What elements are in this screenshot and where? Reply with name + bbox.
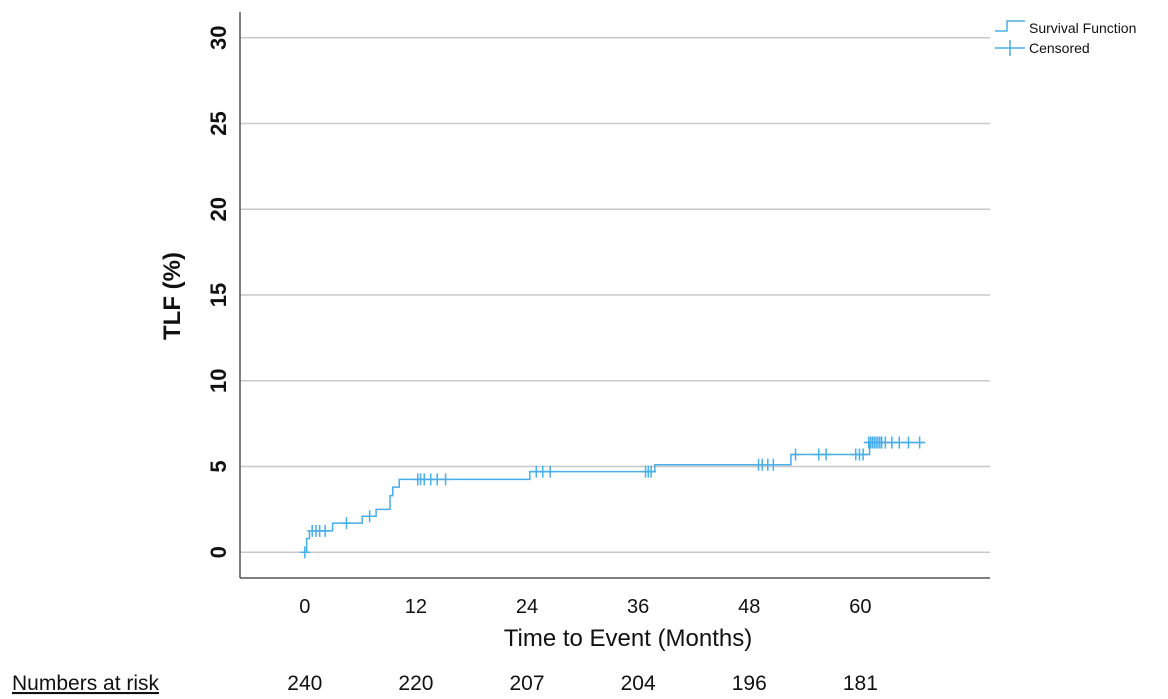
censored-mark-5 bbox=[341, 517, 352, 530]
y-axis-label: TLF (%) bbox=[159, 252, 186, 340]
censored-mark-40 bbox=[903, 436, 914, 449]
censored-mark-0 bbox=[299, 546, 310, 559]
x-tick-label-0: 0 bbox=[299, 596, 310, 618]
x-tick-label-48: 48 bbox=[738, 596, 760, 618]
x-tick-label-36: 36 bbox=[627, 596, 649, 618]
legend-label-censored: Censored bbox=[1029, 40, 1090, 56]
legend-label-survival: Survival Function bbox=[1029, 20, 1136, 36]
risk-value-36: 204 bbox=[621, 672, 656, 695]
risk-value-48: 196 bbox=[732, 672, 767, 695]
censored-mark-18 bbox=[646, 465, 657, 478]
censored-mark-11 bbox=[432, 473, 443, 486]
risk-value-0: 240 bbox=[287, 672, 322, 695]
numbers-at-risk-row: 240 220 207 204 196 181 bbox=[287, 672, 878, 695]
censored-mark-39 bbox=[894, 436, 905, 449]
survival-function-line bbox=[304, 441, 926, 554]
censored-mark-41 bbox=[914, 436, 925, 449]
y-tick-label-15: 15 bbox=[206, 283, 231, 307]
x-tick-label-24: 24 bbox=[516, 596, 538, 618]
y-tick-label-25: 25 bbox=[206, 111, 231, 135]
axes bbox=[239, 12, 990, 579]
censored-mark-23 bbox=[790, 448, 801, 461]
risk-value-12: 220 bbox=[398, 672, 433, 695]
censored-mark-22 bbox=[768, 458, 779, 471]
y-tick-label-10: 10 bbox=[206, 369, 231, 393]
censored-mark-28 bbox=[858, 448, 869, 461]
y-tick-label-30: 30 bbox=[206, 25, 231, 49]
x-tick-labels: 0 12 24 36 48 60 bbox=[299, 596, 871, 618]
risk-value-60: 181 bbox=[843, 672, 878, 695]
censored-mark-6 bbox=[364, 510, 375, 523]
grid-lines bbox=[240, 36, 990, 554]
censored-mark-12 bbox=[440, 473, 451, 486]
censored-marks bbox=[299, 436, 925, 559]
y-tick-label-5: 5 bbox=[206, 460, 231, 472]
censored-mark-15 bbox=[545, 465, 556, 478]
x-axis-label: Time to Event (Months) bbox=[504, 625, 753, 652]
censored-mark-25 bbox=[821, 448, 832, 461]
legend-line-icon bbox=[995, 20, 1025, 32]
y-tick-labels: 0 5 10 15 20 25 30 bbox=[206, 25, 231, 558]
x-tick-label-60: 60 bbox=[849, 596, 871, 618]
y-tick-label-20: 20 bbox=[206, 197, 231, 221]
legend: Survival Function Censored bbox=[995, 20, 1136, 56]
x-tick-label-12: 12 bbox=[405, 596, 427, 618]
censored-mark-4 bbox=[320, 524, 331, 537]
plot-series bbox=[304, 441, 926, 554]
risk-value-24: 207 bbox=[510, 672, 545, 695]
numbers-at-risk-title: Numbers at risk bbox=[12, 672, 160, 695]
y-tick-label-0: 0 bbox=[206, 546, 231, 558]
legend-censored-icon bbox=[995, 40, 1025, 56]
